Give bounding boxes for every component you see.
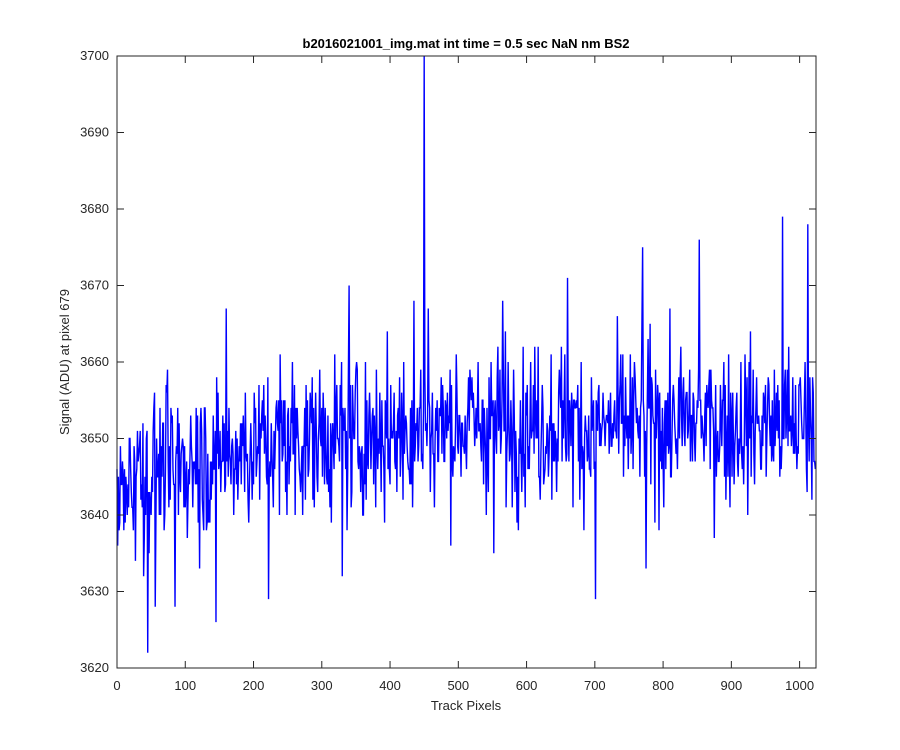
- chart-title: b2016021001_img.mat int time = 0.5 sec N…: [303, 36, 630, 51]
- x-tick-label: 100: [174, 678, 196, 693]
- x-tick-label: 1000: [785, 678, 814, 693]
- x-axis-title: Track Pixels: [431, 698, 502, 713]
- y-tick-label: 3690: [80, 125, 109, 140]
- y-axis-title: Signal (ADU) at pixel 679: [57, 289, 72, 435]
- y-tick-label: 3640: [80, 507, 109, 522]
- y-tick-label: 3630: [80, 584, 109, 599]
- y-tick-label: 3670: [80, 278, 109, 293]
- plot-background: [117, 56, 816, 668]
- y-tick-label: 3620: [80, 660, 109, 675]
- x-tick-label: 0: [113, 678, 120, 693]
- x-axis: 0 100 200 300 400 500 600 700 800 900 1000: [113, 56, 814, 693]
- y-tick-label: 3680: [80, 201, 109, 216]
- x-tick-label: 900: [721, 678, 743, 693]
- y-tick-label: 3660: [80, 354, 109, 369]
- data-layer: [116, 55, 817, 653]
- x-tick-label: 800: [652, 678, 674, 693]
- y-axis: 3620 3630 3640 3650 3660 3670 3680 3690 3700: [80, 48, 816, 675]
- x-tick-label: 200: [243, 678, 265, 693]
- x-tick-label: 500: [447, 678, 469, 693]
- x-tick-label: 400: [379, 678, 401, 693]
- y-tick-label: 3700: [80, 48, 109, 63]
- plot-box: [116, 55, 817, 669]
- x-tick-label: 600: [516, 678, 538, 693]
- y-tick-label: 3650: [80, 431, 109, 446]
- series-line: [116, 55, 817, 653]
- x-tick-label: 300: [311, 678, 333, 693]
- x-tick-label: 700: [584, 678, 606, 693]
